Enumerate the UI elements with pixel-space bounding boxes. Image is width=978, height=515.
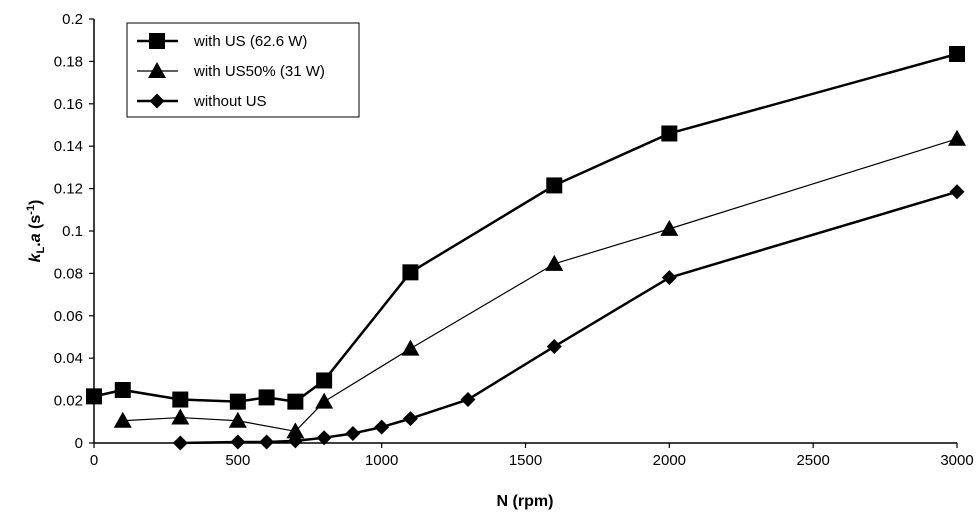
y-tick-label: 0.14 — [54, 138, 83, 155]
y-tick-label: 0 — [75, 435, 83, 452]
y-tick-label: 0.04 — [54, 350, 83, 367]
data-point — [286, 422, 305, 439]
data-point — [172, 391, 189, 408]
data-point — [287, 393, 304, 410]
x-tick-label: 1500 — [509, 452, 542, 469]
data-point — [949, 184, 965, 200]
data-point — [316, 430, 332, 446]
y-tick-label: 0.02 — [54, 393, 83, 410]
y-axis-title-a: a — [27, 233, 44, 242]
x-ticks: 0 500 1000 1500 2000 2500 3000 — [90, 443, 974, 469]
data-point — [546, 177, 563, 194]
data-point — [172, 435, 188, 451]
data-point — [402, 411, 418, 427]
y-tick-label: 0.06 — [54, 308, 83, 325]
data-point — [228, 411, 247, 428]
legend-marker — [148, 62, 166, 78]
series-line — [122, 138, 958, 432]
data-point — [171, 408, 190, 425]
legend-marker — [149, 93, 165, 109]
data-point — [345, 425, 361, 441]
data-point — [546, 339, 562, 355]
data-point — [258, 389, 275, 406]
x-tick-label: 500 — [225, 452, 250, 469]
data-point — [287, 433, 303, 449]
x-tick-label: 2000 — [653, 452, 686, 469]
data-point — [259, 434, 275, 450]
data-point — [86, 388, 102, 405]
data-point — [545, 254, 564, 271]
data-point — [460, 392, 476, 408]
y-axis-title: kL.a (s-1) — [25, 200, 47, 263]
data-point — [948, 129, 966, 146]
data-point — [401, 339, 420, 356]
legend-entry: without US — [137, 93, 267, 110]
data-point — [316, 372, 333, 389]
x-tick-label: 0 — [90, 452, 98, 469]
legend-marker — [149, 33, 165, 49]
y-axis-title-sub: L — [35, 246, 47, 253]
plot-area: 0 500 1000 1500 2000 2500 3000 0 0.02 0.04 0.06 0.… — [54, 11, 974, 469]
data-point — [402, 264, 419, 281]
legend-entry: with US50% (31 W) — [137, 62, 325, 80]
y-axis-title-unit: (s — [27, 215, 44, 234]
legend-label: with US50% (31 W) — [193, 63, 325, 80]
series-diamond — [172, 184, 965, 451]
legend: with US (62.6 W) with US50% (31 W) without… — [126, 22, 360, 118]
y-tick-label: 0.18 — [54, 53, 83, 70]
y-axis-title-dot: . — [27, 242, 44, 246]
data-point — [113, 411, 132, 428]
data-point — [114, 382, 131, 398]
y-axis-title-close: ) — [27, 200, 44, 205]
legend-entry: with US (62.6 W) — [137, 33, 307, 50]
y-tick-label: 0.12 — [54, 181, 83, 198]
legend-label: without US — [193, 93, 267, 110]
y-axis-title-k: k — [27, 252, 44, 262]
x-tick-label: 1000 — [365, 452, 398, 469]
legend-label: with US (62.6 W) — [193, 33, 307, 50]
data-point — [315, 392, 334, 409]
data-point — [229, 393, 246, 410]
y-tick-label: 0.1 — [62, 223, 83, 240]
series-layer — [86, 45, 966, 451]
x-tick-label: 3000 — [940, 452, 973, 469]
x-tick-label: 2500 — [796, 452, 829, 469]
data-point — [230, 434, 246, 450]
data-point — [661, 270, 677, 286]
y-tick-label: 0.16 — [54, 96, 83, 113]
data-point — [661, 125, 678, 142]
y-tick-label: 0.08 — [54, 265, 83, 282]
series-triangle — [113, 129, 966, 439]
x-axis-title: N (rpm) — [497, 493, 554, 510]
data-point — [660, 219, 679, 236]
legend-items: with US (62.6 W) with US50% (31 W) without… — [137, 33, 325, 110]
data-point — [374, 419, 390, 435]
series-square — [86, 45, 965, 410]
y-axis-title-sup: -1 — [25, 205, 37, 215]
data-point — [949, 45, 965, 62]
y-ticks: 0 0.02 0.04 0.06 0.08 0.1 0.12 0.14 0.16 0.18 0.2 — [54, 11, 94, 452]
y-tick-label: 0.2 — [62, 11, 83, 28]
